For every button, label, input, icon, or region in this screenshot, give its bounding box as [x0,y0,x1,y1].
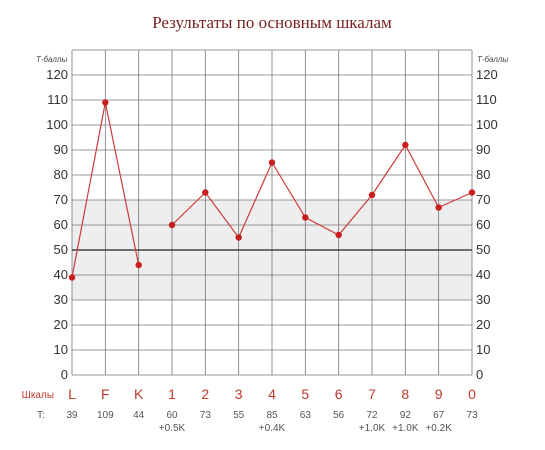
category-label: 5 [301,386,309,402]
data-point [102,99,109,106]
value-label: 72 [366,410,378,421]
data-point [135,261,142,269]
category-label: 6 [335,386,343,402]
data-point [402,141,409,149]
y-tick-label-right: 110 [476,92,497,107]
value-label: 85 [266,410,278,421]
category-row-label: Шкалы [22,390,54,401]
category-label: 4 [268,386,276,402]
y-tick-label-left: 30 [54,292,68,307]
value-row-label: T: [37,410,45,421]
category-label: 7 [368,386,376,402]
y-axis-ticks: 0 0 10 10 20 20 30 30 40 40 50 50 60 60 70 70 80 80 90 90 10… [46,67,497,382]
annotation-labels: +0.5K +0.4K +1.0K +1.0K +0.2K [159,423,452,434]
y-tick-label-right: 90 [476,142,490,157]
value-label: 67 [433,410,445,421]
y-tick-label-right: 100 [476,117,498,132]
category-label: 2 [201,386,209,402]
y-tick-label-left: 60 [54,217,68,232]
y-tick-label-left: 100 [46,117,68,132]
y-tick-label-right: 10 [476,342,490,357]
data-point [202,189,209,196]
value-label: 55 [233,410,245,421]
y-tick-label-right: 50 [476,242,490,257]
category-label: 3 [235,386,243,402]
category-label: F [101,386,110,402]
data-point [268,159,276,166]
y-tick-label-right: 30 [476,292,490,307]
data-point [368,191,376,199]
y-tick-label-right: 80 [476,167,490,182]
category-label: 0 [468,386,476,402]
y-tick-label-left: 20 [54,317,68,332]
data-point [68,274,76,281]
annotation-label: +1.0K [392,423,419,434]
value-label: 73 [200,410,212,421]
y-tick-label-left: 10 [54,342,68,357]
y-tick-label-right: 60 [476,217,490,232]
series-segment [171,143,473,239]
annotation-label: +0.2K [425,423,452,434]
data-point [435,204,442,211]
y-tick-label-left: 40 [54,267,68,282]
y-tick-label-right: 0 [476,367,483,382]
data-point [335,231,342,239]
grid [71,49,473,376]
y-tick-label-left: 50 [54,242,68,257]
y-tick-label-left: 110 [47,92,68,107]
y-tick-label-left: 120 [46,67,68,82]
category-label: 8 [401,386,409,402]
value-label: 63 [300,410,312,421]
y-tick-label-right: 20 [476,317,490,332]
value-label: 56 [333,410,345,421]
value-label: 39 [66,410,78,421]
y-tick-label-right: 120 [476,67,498,82]
chart-title: Результаты по основным шкалам [152,13,392,32]
y-axis-label-right: Т-баллы [477,55,508,64]
data-point [168,221,176,229]
y-axis-label-left: Т-баллы [36,55,67,64]
annotation-label: +1.0K [359,423,386,434]
value-label: 109 [97,410,114,421]
data-point [468,189,476,196]
value-label: 73 [466,410,478,421]
annotation-label: +0.5K [159,423,186,434]
y-tick-label-right: 70 [476,192,490,207]
category-label: 1 [168,386,176,402]
y-tick-label-left: 90 [54,142,68,157]
data-points [68,99,476,281]
category-label: K [134,386,144,402]
value-label: 44 [133,410,145,421]
data-point [235,234,242,241]
data-point [302,214,309,221]
category-labels: L F K 1 2 3 4 5 6 7 8 9 0 [68,386,476,402]
value-labels: 39 109 44 60 73 55 85 63 56 72 92 67 73 [66,410,478,421]
annotation-label: +0.4K [259,423,286,434]
y-tick-label-right: 40 [476,267,490,282]
y-tick-label-left: 70 [54,192,68,207]
category-label: 9 [435,386,443,402]
category-label: L [68,386,76,402]
y-tick-label-left: 0 [61,367,68,382]
value-label: 92 [400,410,412,421]
value-label: 60 [166,410,178,421]
y-tick-label-left: 80 [54,167,68,182]
